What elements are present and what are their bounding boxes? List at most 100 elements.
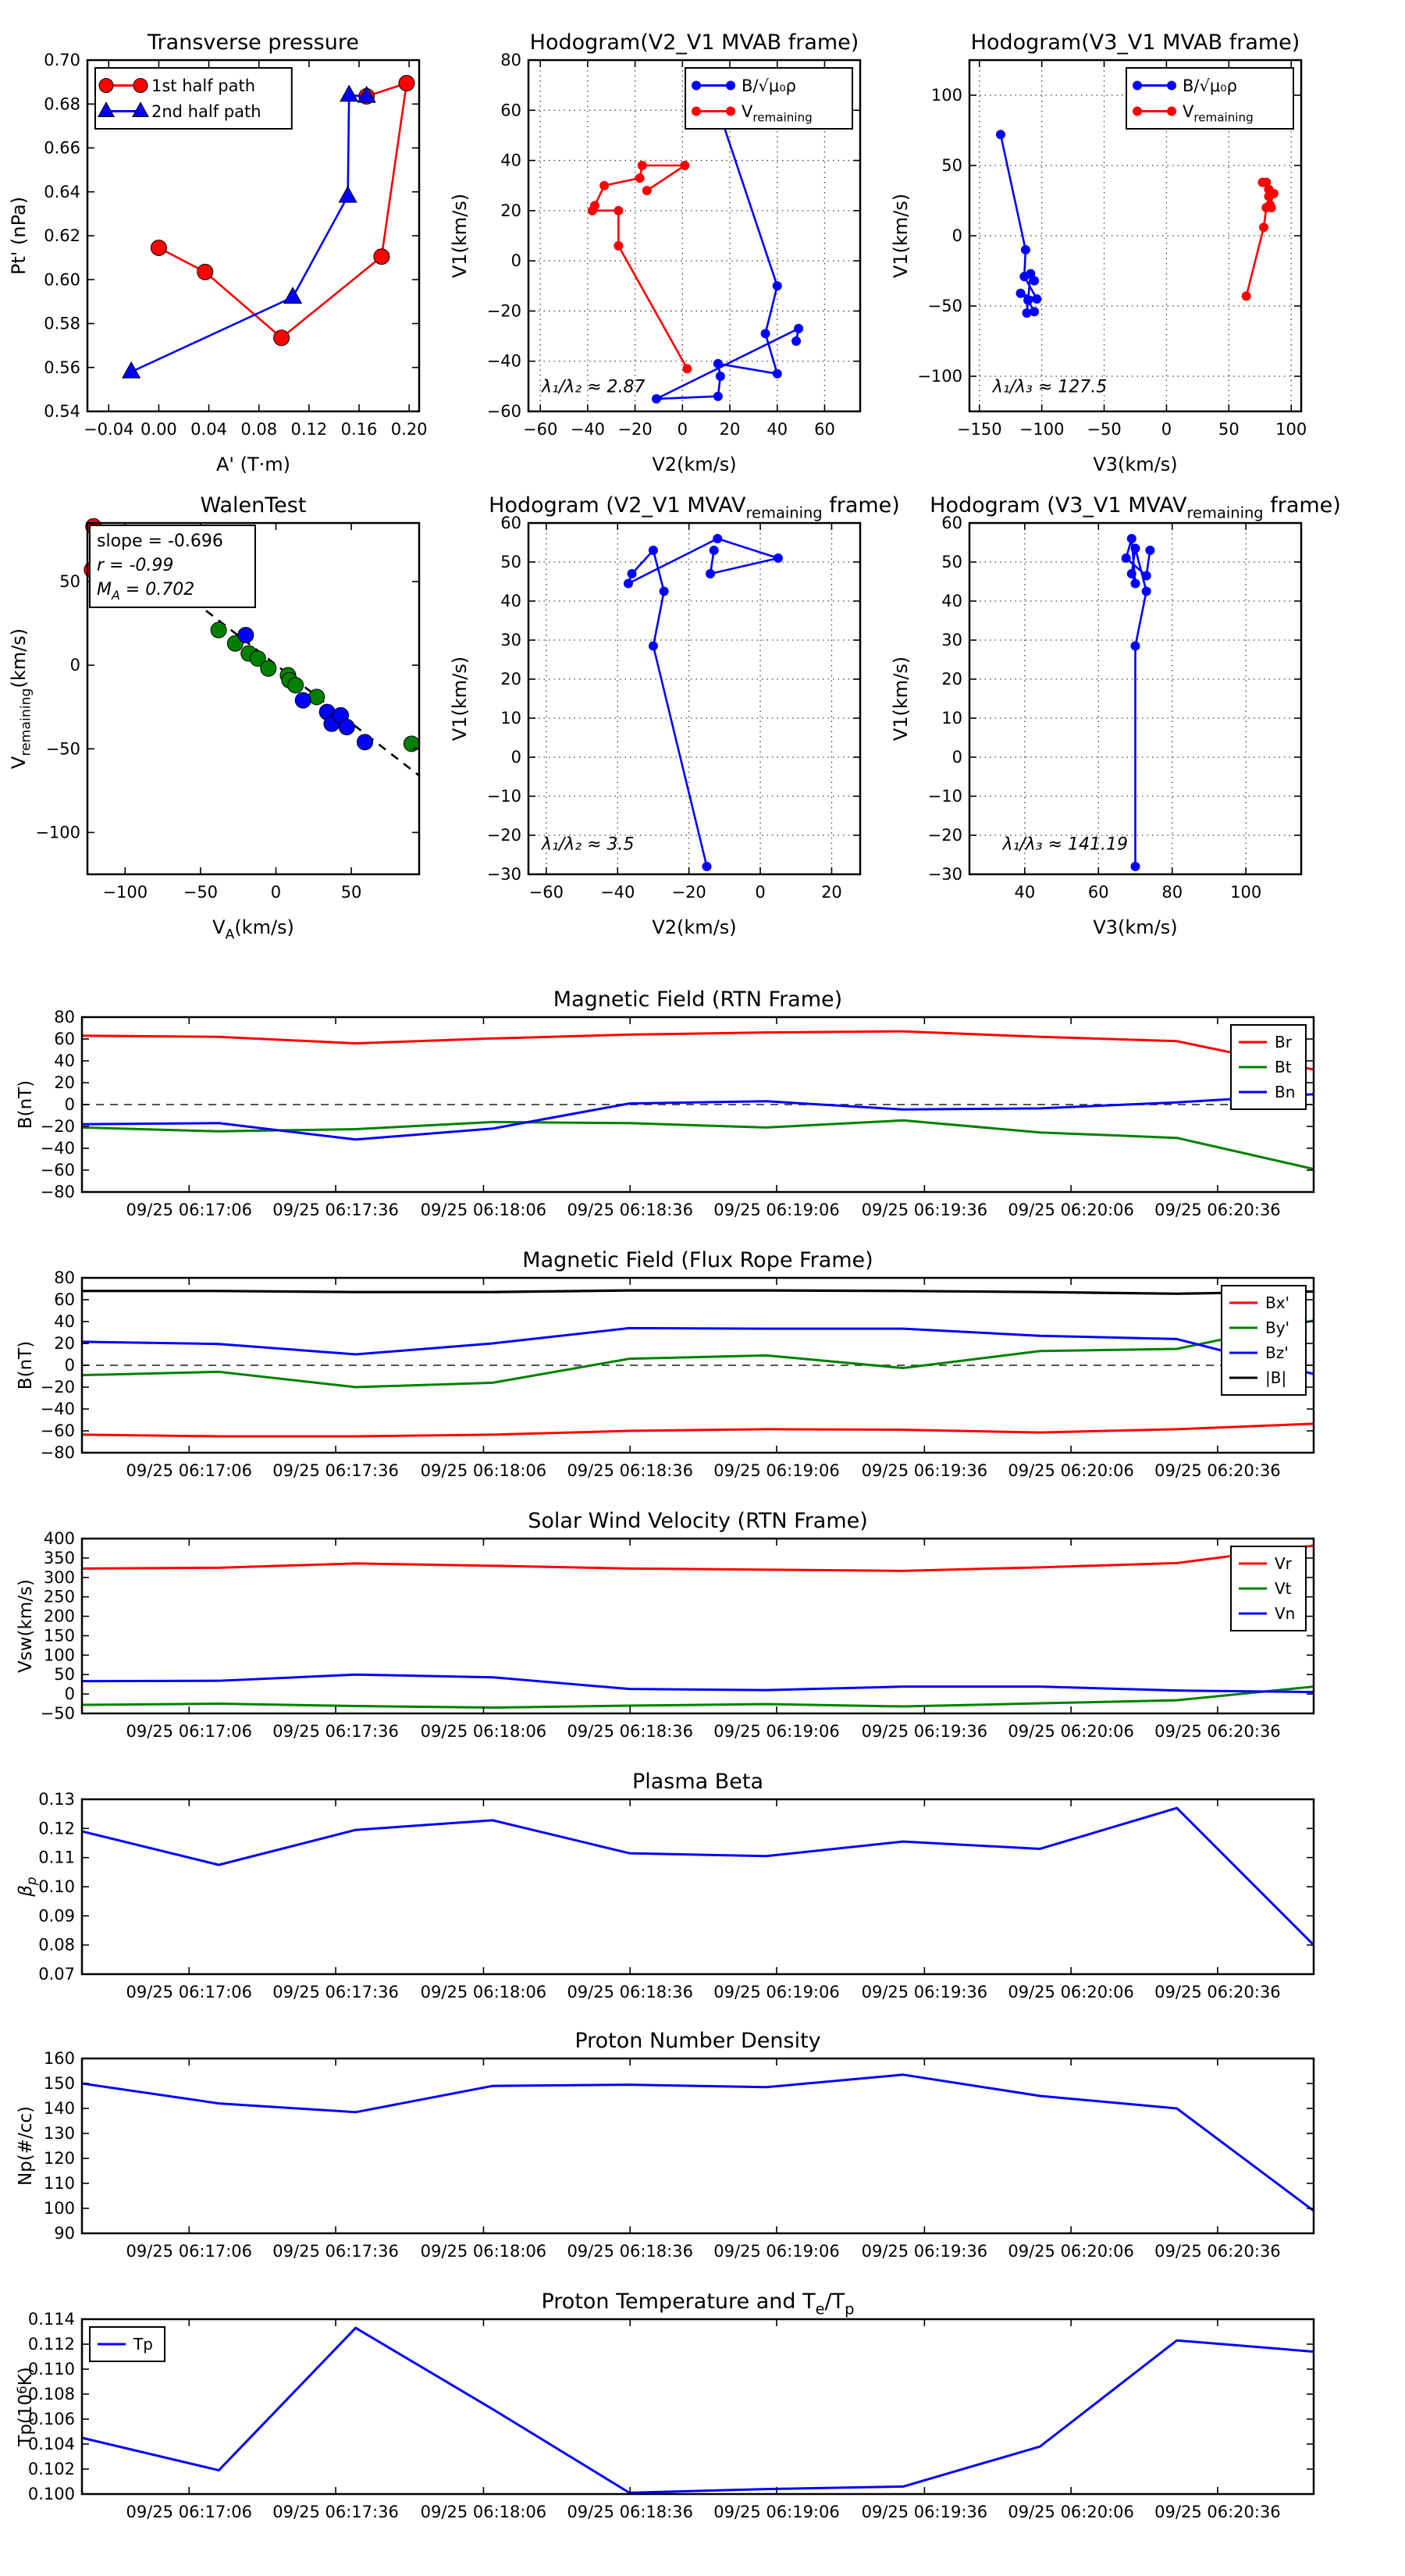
svg-text:100: 100 — [44, 2199, 75, 2218]
svg-text:−40: −40 — [41, 1400, 75, 1418]
chart-svg-mf_rtn: 09/25 06:17:06 09/25 06:17:36 09/25 06:18:… — [16, 987, 1315, 1219]
svg-text:λ₁/λ₃ ≈ 127.5: λ₁/λ₃ ≈ 127.5 — [992, 377, 1108, 397]
hodogram-v2v1-mvab-chart: −60 −40 −20 0 20 40 60 −60 −40 −20 0 20 40 60 80 Hodogr… — [441, 12, 964, 480]
chart-svg-h3v: 40 60 80 100−30−20−100102030405060Hodogram … — [890, 493, 1341, 938]
svg-text:09/25 06:17:06: 09/25 06:17:06 — [126, 1201, 253, 1219]
svg-text:0.106: 0.106 — [28, 2410, 75, 2428]
svg-text:60: 60 — [500, 101, 521, 119]
svg-text:0.112: 0.112 — [28, 2335, 75, 2354]
svg-text:09/25 06:17:06: 09/25 06:17:06 — [126, 1983, 253, 2001]
chart-svg-mf_fr: 09/25 06:17:06 09/25 06:17:36 09/25 06:18:… — [16, 1248, 1315, 1480]
svg-text:0.64: 0.64 — [44, 183, 80, 201]
svg-text:V1(km/s): V1(km/s) — [890, 656, 912, 741]
svg-text:150: 150 — [44, 2074, 75, 2093]
svg-text:09/25 06:20:06: 09/25 06:20:06 — [1008, 1461, 1134, 1480]
svg-text:09/25 06:20:36: 09/25 06:20:36 — [1154, 2503, 1281, 2521]
svg-text:50: 50 — [941, 156, 962, 175]
svg-text:09/25 06:18:36: 09/25 06:18:36 — [567, 1461, 693, 1480]
svg-text:100: 100 — [44, 1646, 75, 1664]
svg-text:B/√μ₀ρ: B/√μ₀ρ — [742, 76, 796, 95]
svg-text:Vt: Vt — [1275, 1579, 1292, 1598]
svg-text:0.20: 0.20 — [391, 420, 428, 439]
svg-text:Vremaining(km/s): Vremaining(km/s) — [8, 628, 34, 769]
svg-text:Plasma Beta: Plasma Beta — [632, 1770, 763, 1794]
svg-text:B(nT): B(nT) — [16, 1080, 36, 1129]
chart-svg-tp: −0.04 0.00 0.04 0.08 0.12 0.16 0.20 0.54 0.56 0.5… — [8, 30, 428, 475]
walen-test-chart: −100 −50 0 50 −100 −50 0 50 WalenTest VA(km/s) Vre… — [0, 475, 523, 943]
svg-text:40: 40 — [1014, 883, 1035, 902]
hodogram-v3v1-mvav-chart: 40 60 80 100 −30 −20 −10 0 10 20 30 40 50 60 Hodogram … — [882, 475, 1405, 943]
svg-text:Proton Number Density: Proton Number Density — [574, 2029, 820, 2053]
svg-text:50: 50 — [941, 553, 962, 571]
svg-text:0: 0 — [952, 748, 962, 767]
svg-text:0.11: 0.11 — [38, 1848, 75, 1867]
proton-temperature-chart: 09/25 06:17:06 09/25 06:17:36 09/25 06:18:… — [0, 2231, 1405, 2532]
svg-text:09/25 06:17:36: 09/25 06:17:36 — [272, 1201, 399, 1219]
svg-text:B(nT): B(nT) — [16, 1341, 36, 1389]
svg-text:09/25 06:20:06: 09/25 06:20:06 — [1008, 2503, 1134, 2521]
svg-text:0.56: 0.56 — [44, 358, 80, 377]
svg-text:0: 0 — [952, 226, 962, 245]
svg-text:100: 100 — [1230, 883, 1261, 902]
svg-text:Solar Wind Velocity (RTN Frame: Solar Wind Velocity (RTN Frame) — [528, 1509, 868, 1533]
svg-text:Hodogram (V2_V1 MVAVremaining: Hodogram (V2_V1 MVAVremaining frame) — [489, 493, 900, 521]
svg-text:0.110: 0.110 — [28, 2360, 75, 2379]
svg-text:0.12: 0.12 — [290, 420, 327, 439]
svg-text:MA = 0.702: MA = 0.702 — [97, 580, 194, 603]
svg-text:20: 20 — [720, 420, 741, 439]
svg-text:V1(km/s): V1(km/s) — [890, 194, 912, 278]
svg-text:09/25 06:19:06: 09/25 06:19:06 — [713, 1201, 840, 1219]
svg-text:−30: −30 — [487, 865, 521, 884]
svg-text:40: 40 — [500, 151, 521, 170]
svg-text:09/25 06:17:36: 09/25 06:17:36 — [272, 1722, 399, 1741]
svg-text:0.70: 0.70 — [44, 51, 80, 69]
svg-text:−100: −100 — [1019, 420, 1065, 439]
svg-text:0.10: 0.10 — [38, 1877, 75, 1896]
svg-text:300: 300 — [44, 1568, 75, 1587]
svg-text:50: 50 — [341, 883, 362, 902]
svg-text:80: 80 — [1161, 883, 1183, 902]
svg-text:V1(km/s): V1(km/s) — [449, 656, 471, 741]
svg-text:40: 40 — [54, 1312, 75, 1331]
svg-text:100: 100 — [1275, 420, 1307, 439]
svg-text:λ₁/λ₂ ≈ 2.87: λ₁/λ₂ ≈ 2.87 — [541, 377, 646, 397]
svg-text:50: 50 — [59, 572, 80, 591]
svg-text:B/√μ₀ρ: B/√μ₀ρ — [1183, 76, 1237, 95]
svg-text:09/25 06:18:36: 09/25 06:18:36 — [567, 1201, 693, 1219]
svg-text:09/25 06:19:06: 09/25 06:19:06 — [713, 1461, 840, 1480]
svg-text:09/25 06:17:06: 09/25 06:17:06 — [126, 2503, 253, 2521]
svg-text:09/25 06:19:36: 09/25 06:19:36 — [862, 2503, 988, 2521]
svg-text:−30: −30 — [928, 865, 962, 884]
svg-text:09/25 06:17:36: 09/25 06:17:36 — [272, 2503, 399, 2521]
svg-text:09/25 06:20:06: 09/25 06:20:06 — [1008, 2242, 1134, 2261]
svg-text:0.58: 0.58 — [44, 315, 80, 333]
svg-text:09/25 06:20:36: 09/25 06:20:36 — [1154, 1722, 1281, 1741]
svg-text:Vremaining: Vremaining — [742, 102, 813, 125]
svg-text:80: 80 — [500, 51, 521, 69]
svg-text:40: 40 — [54, 1051, 75, 1070]
chart-svg-vsw: 09/25 06:17:06 09/25 06:17:36 09/25 06:18:… — [16, 1509, 1315, 1741]
svg-text:0: 0 — [511, 251, 521, 270]
svg-text:09/25 06:20:36: 09/25 06:20:36 — [1154, 1201, 1281, 1219]
svg-text:40: 40 — [767, 420, 788, 439]
svg-text:09/25 06:19:06: 09/25 06:19:06 — [713, 1983, 840, 2001]
svg-text:−20: −20 — [928, 826, 962, 845]
hodogram-v2v1-mvav-chart: −60 −40 −20 0 20 −30 −20 −10 0 10 20 30 40 50 60 Hodogr… — [441, 475, 964, 943]
svg-text:09/25 06:17:06: 09/25 06:17:06 — [126, 1722, 253, 1741]
svg-text:Pt' (nPa): Pt' (nPa) — [8, 197, 30, 275]
svg-text:−60: −60 — [41, 1421, 75, 1440]
chart-svg-tp6: 09/25 06:17:06 09/25 06:17:36 09/25 06:18:… — [15, 2290, 1315, 2521]
svg-text:09/25 06:19:36: 09/25 06:19:36 — [862, 1983, 988, 2001]
svg-text:−40: −40 — [41, 1139, 75, 1158]
svg-text:09/25 06:20:06: 09/25 06:20:06 — [1008, 1201, 1134, 1219]
svg-text:WalenTest: WalenTest — [201, 493, 307, 518]
svg-text:50: 50 — [1218, 420, 1240, 439]
svg-text:−150: −150 — [957, 420, 1002, 439]
svg-text:−0.04: −0.04 — [84, 420, 133, 439]
svg-text:λ₁/λ₃ ≈ 141.19: λ₁/λ₃ ≈ 141.19 — [1002, 835, 1129, 855]
svg-text:0: 0 — [70, 656, 80, 674]
svg-text:−20: −20 — [41, 1117, 75, 1136]
svg-text:20: 20 — [54, 1334, 75, 1353]
svg-text:40: 40 — [941, 592, 962, 610]
svg-text:0.07: 0.07 — [38, 1965, 75, 1984]
